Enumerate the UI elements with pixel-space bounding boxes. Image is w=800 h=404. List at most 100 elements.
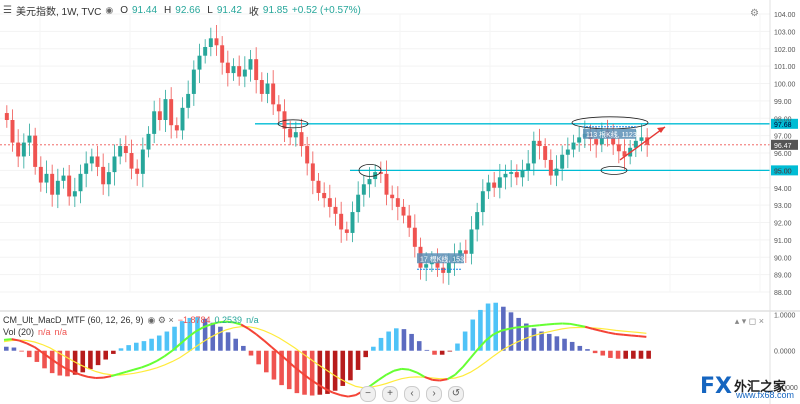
price-tick-label: 100.00	[774, 82, 796, 89]
macd-line-segment	[630, 334, 639, 338]
indicator-name[interactable]: CM_Ult_MacD_MTF (60, 12, 26, 9)	[3, 315, 144, 325]
candle-body	[84, 163, 89, 174]
macd-histogram-bar	[493, 302, 498, 351]
macd-line-segment	[454, 366, 464, 376]
price-tick-label: 89.00	[774, 273, 792, 280]
candle-body	[259, 80, 264, 94]
macd-histogram-bar	[631, 350, 636, 359]
macd-line-segment	[424, 375, 433, 381]
macd-histogram-bar	[302, 350, 307, 395]
candle-body	[214, 38, 219, 46]
candle-body	[254, 59, 259, 81]
macd-line-segment	[607, 331, 616, 335]
macd-line-segment	[539, 323, 548, 327]
macd-histogram-bar	[317, 350, 323, 395]
candle-body	[367, 179, 372, 185]
candle-body	[384, 173, 389, 195]
candle-body	[106, 172, 111, 185]
candle-body	[616, 144, 621, 152]
macd-histogram-bar	[294, 350, 300, 394]
macd-line-segment	[378, 373, 387, 381]
macd-histogram-bar	[615, 350, 621, 359]
macd-histogram-bar	[256, 350, 261, 365]
macd-line-segment	[225, 320, 234, 324]
candle-body	[140, 149, 145, 174]
candle-body	[548, 159, 553, 176]
scroll-right-button[interactable]: ›	[426, 386, 442, 402]
macd-line-segment	[41, 351, 51, 359]
macd-line-segment	[278, 352, 288, 361]
macd-line-segment	[64, 367, 74, 373]
candle-body	[271, 83, 276, 105]
low-label: L	[207, 5, 213, 16]
candle-body	[152, 111, 157, 134]
macd-line-segment	[432, 378, 440, 382]
volume-value-1: n/a	[38, 327, 51, 337]
candle-body	[520, 170, 525, 178]
price-tick-label: 95.00	[774, 168, 792, 175]
macd-histogram-bar	[95, 350, 101, 366]
indicator-value-3: n/a	[246, 315, 259, 325]
candle-body	[118, 146, 123, 157]
range-label: 17 根K线, 153	[420, 254, 464, 263]
candle-body	[361, 184, 366, 195]
eye-icon[interactable]: ◉ ⚙ ×	[147, 315, 174, 325]
candle-body	[67, 175, 72, 197]
macd-line-segment	[408, 368, 418, 374]
volume-name[interactable]: Vol (20)	[3, 327, 35, 337]
candle-body	[492, 182, 497, 188]
candle-body	[310, 163, 315, 181]
pane-controls[interactable]: ▴ ▾ ◻ ×	[734, 316, 764, 326]
reset-button[interactable]: ↺	[448, 386, 464, 402]
candle-body	[339, 213, 344, 230]
candle-body	[4, 113, 9, 120]
candle-body	[316, 180, 321, 193]
zoom-out-button[interactable]: −	[360, 386, 376, 402]
close-label: 收	[248, 7, 259, 18]
candle-body	[112, 156, 117, 173]
macd-histogram-bar	[455, 343, 460, 351]
grid	[0, 13, 800, 312]
macd-line-segment	[186, 331, 196, 339]
macd-line-segment	[393, 367, 402, 372]
macd-line-segment	[133, 366, 142, 371]
candle-body	[78, 173, 83, 192]
candle-body	[197, 55, 202, 70]
level-tag	[771, 118, 798, 129]
candle-body	[157, 111, 162, 120]
candle-body	[446, 262, 451, 273]
candle-body	[577, 137, 582, 143]
macd-line-segment	[218, 320, 226, 324]
macd-line-segment	[309, 378, 319, 386]
macd-histogram-bar	[447, 350, 453, 352]
price-tick-label: 91.00	[774, 238, 792, 245]
candle-body	[333, 206, 338, 214]
trend-arrow-head	[657, 126, 665, 133]
macd-histogram-bar	[646, 350, 651, 359]
macd-histogram-bar	[309, 350, 315, 396]
candle-body	[565, 149, 570, 155]
macd-histogram-bar	[187, 317, 193, 351]
macd-tick-label: -1.0000	[774, 385, 798, 392]
macd-line-segment	[638, 335, 647, 338]
macd-histogram-bar	[585, 349, 590, 351]
macd-line-segment	[293, 366, 303, 375]
zoom-in-button[interactable]: +	[382, 386, 398, 402]
macd-histogram-bar	[562, 338, 567, 351]
eye-icon[interactable]: ◉	[105, 5, 114, 15]
scroll-left-button[interactable]: ‹	[404, 386, 420, 402]
macd-tick-label: 0.0000	[774, 349, 796, 356]
circle-mark	[277, 119, 309, 129]
trend-arrow	[619, 126, 666, 161]
macd-line-segment	[546, 322, 555, 326]
gear-icon[interactable]: ⚙	[750, 8, 759, 19]
macd-line-segment	[340, 394, 349, 398]
macd-histogram-bar	[539, 331, 544, 351]
macd-histogram-bar	[478, 309, 483, 351]
price-tick-label: 92.00	[774, 221, 792, 228]
macd-line-segment	[317, 383, 326, 390]
candle-body	[135, 168, 140, 174]
symbol-label[interactable]: 美元指数, 1W, TVC	[15, 7, 102, 18]
menu-icon[interactable]: ☰	[3, 5, 12, 16]
